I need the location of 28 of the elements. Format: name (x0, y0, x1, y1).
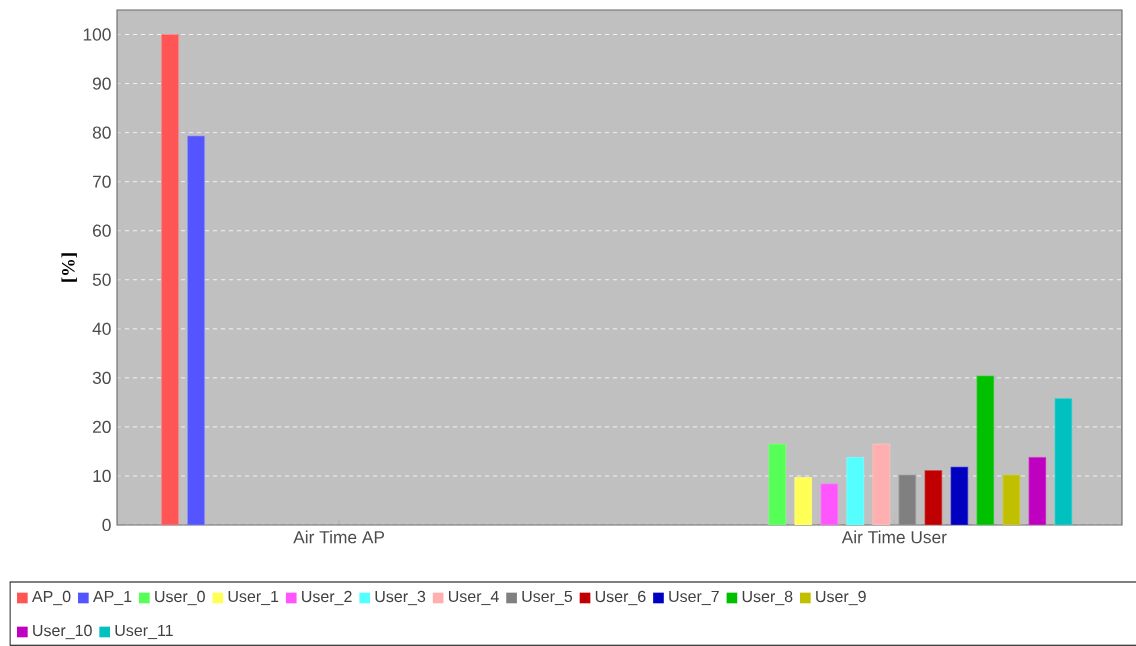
y-tick-label: 60 (93, 224, 111, 237)
legend-label: User_4 (448, 590, 499, 606)
y-tick-label: 0 (102, 518, 111, 532)
legend-label: User_0 (155, 590, 205, 606)
legend-label: AP_0 (31, 590, 71, 606)
y-tick-label: 80 (92, 126, 111, 139)
y-tick-label: 90 (92, 77, 111, 90)
legend-label: User_10 (33, 624, 92, 640)
y-axis-title: [%] (61, 253, 77, 282)
x-tick-label: Air Time User (841, 530, 947, 544)
y-tick-label: 10 (93, 469, 111, 483)
legend-label: User_5 (522, 590, 573, 606)
legend-label: User_6 (595, 590, 646, 606)
y-tick-label: 100 (83, 28, 111, 41)
y-tick-label: 30 (92, 371, 111, 384)
x-tick-label: Air Time AP (293, 530, 385, 544)
legend-label: User_1 (228, 590, 279, 606)
legend-label: User_11 (115, 624, 173, 640)
legend-label: User_7 (669, 590, 719, 606)
legend-label: User_8 (742, 590, 793, 606)
y-tick-label: 40 (92, 322, 111, 335)
legend-label: User_9 (816, 590, 866, 606)
legend-label: User_2 (302, 590, 352, 606)
y-tick-label: 20 (93, 420, 111, 434)
legend-label: User_3 (375, 590, 426, 606)
y-tick-label: 70 (93, 175, 111, 188)
legend-label: AP_1 (92, 590, 132, 606)
y-tick-label: 50 (92, 273, 111, 286)
